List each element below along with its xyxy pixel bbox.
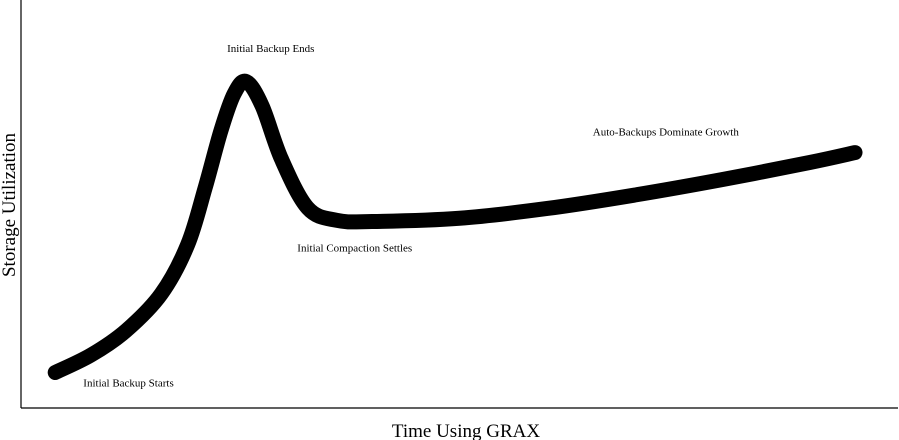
axes [20, 0, 898, 409]
annotation-label-4: Auto-Backups Dominate Growth [593, 127, 740, 139]
annotation-layer: Initial Backup Starts Initial Backup Ends… [83, 43, 739, 390]
x-axis-title: Time Using GRAX [392, 421, 540, 440]
series-layer [47, 73, 863, 380]
series-line-1 [47, 73, 863, 380]
annotation-label-2: Initial Backup Ends [227, 43, 314, 55]
y-axis-title: Storage Utilization [0, 132, 20, 277]
annotation-label-1: Initial Backup Starts [83, 377, 173, 389]
annotation-label-3: Initial Compaction Settles [297, 243, 412, 255]
